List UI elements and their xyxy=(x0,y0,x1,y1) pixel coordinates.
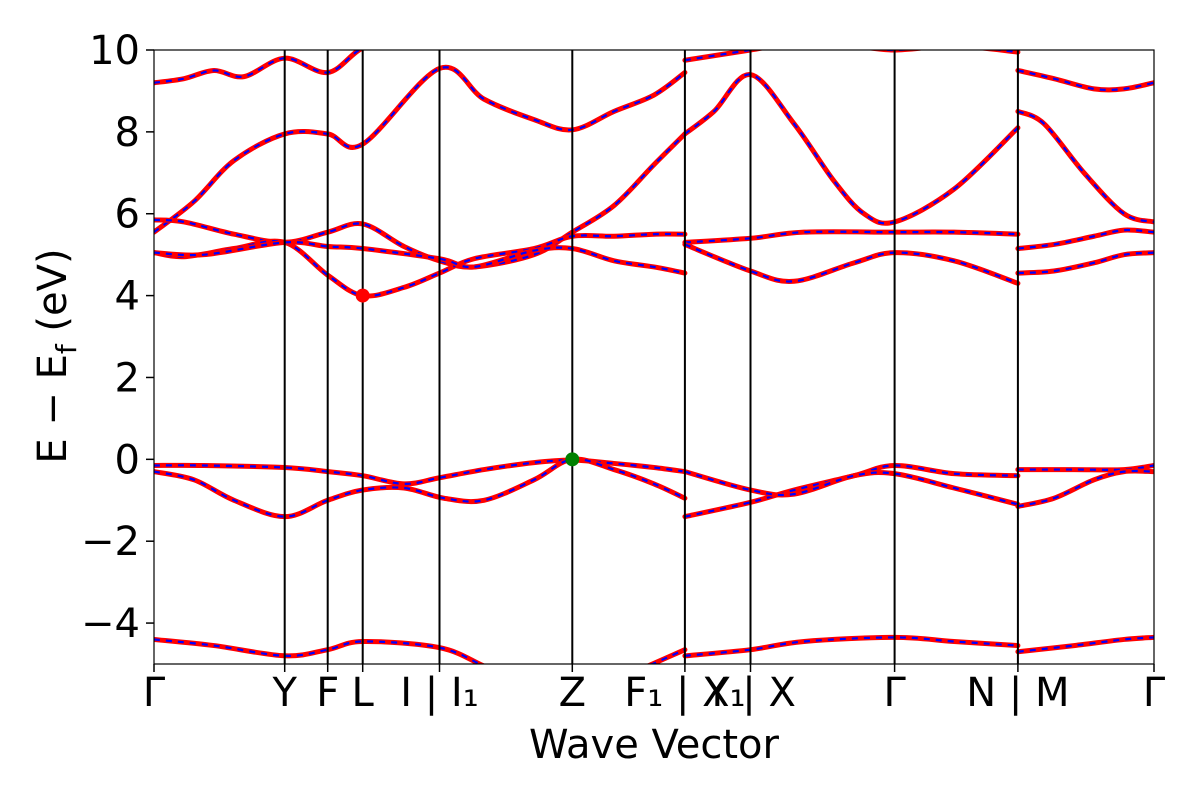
band-overlay-s1-b3 xyxy=(684,243,1019,285)
x-tick-label-8: Γ xyxy=(883,670,906,716)
band-line-s0-b5 xyxy=(154,457,688,487)
y-axis-label: E − Ef (eV) xyxy=(30,248,83,463)
high-symmetry-lines xyxy=(283,50,1019,664)
x-tick-label-4: I | I₁ xyxy=(400,670,479,716)
markers xyxy=(355,288,580,467)
x-tick-label-3: L xyxy=(352,670,375,716)
y-axis-ticks: −4 −2 0 2 4 6 8 10 xyxy=(81,28,154,647)
y-tick-label-3: 2 xyxy=(115,355,140,401)
band-line-s2-b0 xyxy=(1015,67,1154,93)
band-line-s1-b0 xyxy=(682,50,1021,63)
band-overlay-s2-b1 xyxy=(1017,110,1154,223)
band-line-s0-b0 xyxy=(154,50,365,86)
band-line-s1-b6 xyxy=(682,634,1021,659)
band-overlay-s1-b5 xyxy=(684,470,1019,506)
x-tick-label-2: F xyxy=(316,670,339,716)
band-overlay-s1-b4 xyxy=(684,464,1018,518)
band-overlay-s0-b4 xyxy=(154,241,686,275)
plot-area xyxy=(154,50,1154,664)
y-tick-label-1: −2 xyxy=(81,519,140,565)
x-tick-label-1: Y xyxy=(271,670,297,716)
x-axis-label: Wave Vector xyxy=(529,722,780,768)
band-overlay-s2-b6 xyxy=(1017,636,1154,653)
band-line-s2-b3 xyxy=(1015,250,1154,276)
band-line-s2-b1 xyxy=(1015,108,1154,225)
y-tick-label-0: −4 xyxy=(81,601,140,647)
y-axis-label-subscript: f xyxy=(50,343,83,354)
x-tick-label-9: N | M xyxy=(966,670,1069,716)
band-line-s2-b5 xyxy=(1015,468,1154,509)
band-overlay-s0-b1 xyxy=(154,66,686,234)
y-tick-label-4: 4 xyxy=(115,274,140,320)
y-tick-label-7: 10 xyxy=(89,28,140,74)
x-tick-label-10: Γ xyxy=(1143,670,1166,716)
y-tick-label-5: 6 xyxy=(115,192,140,238)
band-line-s0-b1 xyxy=(154,64,688,235)
x-tick-label-7: Y | X xyxy=(704,670,796,716)
band-overlay-s2-b2 xyxy=(1017,228,1154,250)
y-axis-label-unit: (eV) xyxy=(30,248,76,344)
band-overlay-s0-b3 xyxy=(154,232,685,298)
band-overlay-s2-b4 xyxy=(1017,464,1154,471)
band-line-s1-b3 xyxy=(682,241,1021,286)
band-overlay-s2-b5 xyxy=(1017,469,1154,508)
band-overlay-s1-b6 xyxy=(684,636,1018,657)
plot-frame xyxy=(153,49,1155,665)
x-tick-label-5: Z xyxy=(559,670,586,716)
y-tick-label-2: 0 xyxy=(115,437,140,483)
band-line-s0-b3 xyxy=(154,231,688,299)
x-tick-label-6: F₁ | X₁ xyxy=(624,670,745,716)
band-overlay-s1-b2 xyxy=(684,230,1018,244)
marker-point-0 xyxy=(355,288,370,303)
band-line-s2-b6 xyxy=(1015,634,1154,655)
y-tick-label-6: 8 xyxy=(115,110,140,156)
band-line-s1-b2 xyxy=(682,229,1021,245)
band-overlay-s2-b3 xyxy=(1017,251,1154,275)
band-line-s2-b2 xyxy=(1015,227,1154,252)
band-overlay-s0-b6 xyxy=(154,458,686,518)
x-tick-label-0: Γ xyxy=(143,670,166,716)
band-overlay-s1-b1 xyxy=(684,73,1019,225)
marker-point-1 xyxy=(565,452,580,467)
band-overlay-s2-b0 xyxy=(1017,69,1154,92)
y-axis-label-main: E − E xyxy=(30,354,76,464)
